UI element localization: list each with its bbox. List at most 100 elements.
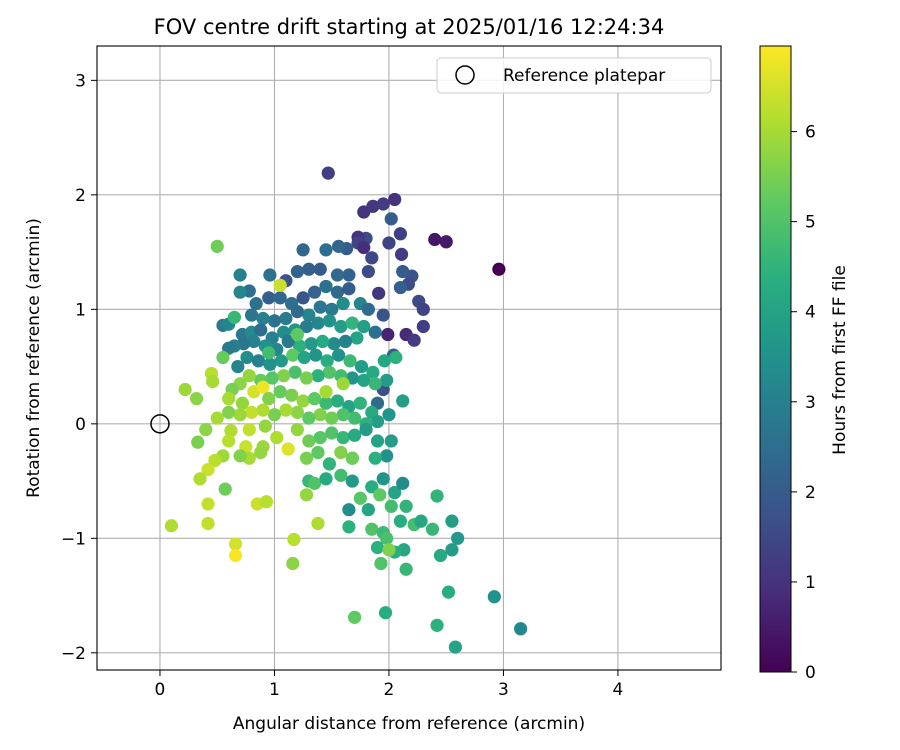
data-point xyxy=(307,476,322,490)
data-point xyxy=(222,405,236,419)
data-point xyxy=(372,286,386,300)
data-point xyxy=(296,243,310,257)
data-point xyxy=(342,520,356,534)
data-point xyxy=(445,514,459,528)
data-point xyxy=(330,394,345,408)
data-point xyxy=(492,262,506,276)
data-point xyxy=(377,354,391,368)
data-point xyxy=(206,374,220,389)
data-point xyxy=(357,240,371,255)
data-point xyxy=(353,396,367,410)
data-point xyxy=(233,408,247,422)
data-point xyxy=(396,476,410,490)
data-point xyxy=(374,556,388,571)
data-point xyxy=(370,414,385,429)
data-point xyxy=(348,610,362,624)
data-point xyxy=(334,319,348,334)
data-point xyxy=(366,199,380,213)
data-point xyxy=(365,522,379,536)
chart-title: FOV centre drift starting at 2025/01/16 … xyxy=(154,15,665,39)
data-point xyxy=(487,590,501,604)
data-point xyxy=(514,622,528,636)
data-point xyxy=(336,377,350,391)
data-point xyxy=(201,463,215,477)
data-point xyxy=(325,302,339,316)
data-point xyxy=(235,396,250,410)
data-point xyxy=(320,354,334,368)
data-point xyxy=(319,243,333,257)
data-point xyxy=(290,422,304,437)
data-point xyxy=(331,239,346,253)
x-tick-label: 0 xyxy=(155,680,166,700)
data-point xyxy=(336,408,350,422)
data-point xyxy=(380,531,394,545)
data-point xyxy=(296,291,310,305)
data-point xyxy=(218,482,232,496)
data-point xyxy=(331,348,346,362)
data-point xyxy=(290,327,304,342)
data-point xyxy=(376,472,390,486)
data-point xyxy=(345,474,359,488)
colorbar-tick-label: 5 xyxy=(805,213,816,233)
data-point xyxy=(302,434,316,448)
data-point xyxy=(380,373,394,387)
data-point xyxy=(210,411,224,425)
data-point xyxy=(299,488,314,502)
data-point xyxy=(287,532,301,547)
colorbar-tick-label: 4 xyxy=(805,303,816,323)
data-point xyxy=(262,392,276,406)
data-point xyxy=(309,348,323,362)
data-point xyxy=(365,480,379,494)
y-tick-label: 3 xyxy=(75,71,86,91)
x-tick-label: 3 xyxy=(498,680,509,700)
data-point xyxy=(399,499,413,513)
x-tick-label: 2 xyxy=(384,680,395,700)
data-point xyxy=(299,371,314,385)
data-point xyxy=(254,445,268,460)
x-axis-label: Angular distance from reference (arcmin) xyxy=(233,714,585,734)
data-point xyxy=(297,350,311,365)
data-point xyxy=(388,485,402,500)
data-point xyxy=(279,403,293,417)
data-point xyxy=(265,371,279,385)
data-point xyxy=(199,422,213,437)
data-point xyxy=(256,403,270,417)
data-point xyxy=(279,311,293,326)
data-point xyxy=(164,519,179,533)
data-point xyxy=(256,380,270,394)
data-point xyxy=(373,488,387,502)
data-point xyxy=(381,327,395,342)
data-point xyxy=(416,302,430,316)
data-point xyxy=(233,268,247,282)
y-tick-label: −2 xyxy=(61,644,86,664)
data-point xyxy=(247,334,261,348)
data-point xyxy=(345,451,359,465)
data-point xyxy=(228,537,243,551)
data-point xyxy=(311,316,325,330)
data-point xyxy=(396,394,410,408)
y-tick-label: −1 xyxy=(61,529,86,549)
data-point xyxy=(286,556,300,571)
data-point xyxy=(201,497,215,511)
data-point xyxy=(330,285,345,299)
data-point xyxy=(334,468,348,482)
data-point xyxy=(425,522,440,536)
data-point xyxy=(388,192,402,207)
data-point xyxy=(354,359,369,374)
data-point xyxy=(290,405,304,419)
data-point xyxy=(313,408,327,422)
data-point xyxy=(304,337,318,351)
data-point xyxy=(366,365,380,379)
data-point xyxy=(361,503,375,517)
data-point xyxy=(307,392,322,406)
data-point xyxy=(307,285,322,299)
data-point xyxy=(350,331,364,345)
data-point xyxy=(433,548,448,563)
x-axis-ticks: 0 1 2 3 4 xyxy=(155,670,623,700)
data-point xyxy=(267,314,282,328)
colorbar-tick-label: 1 xyxy=(805,573,816,593)
legend: Reference platepar xyxy=(436,57,712,94)
data-point xyxy=(262,346,276,360)
data-point xyxy=(270,430,284,445)
data-point xyxy=(251,354,266,368)
